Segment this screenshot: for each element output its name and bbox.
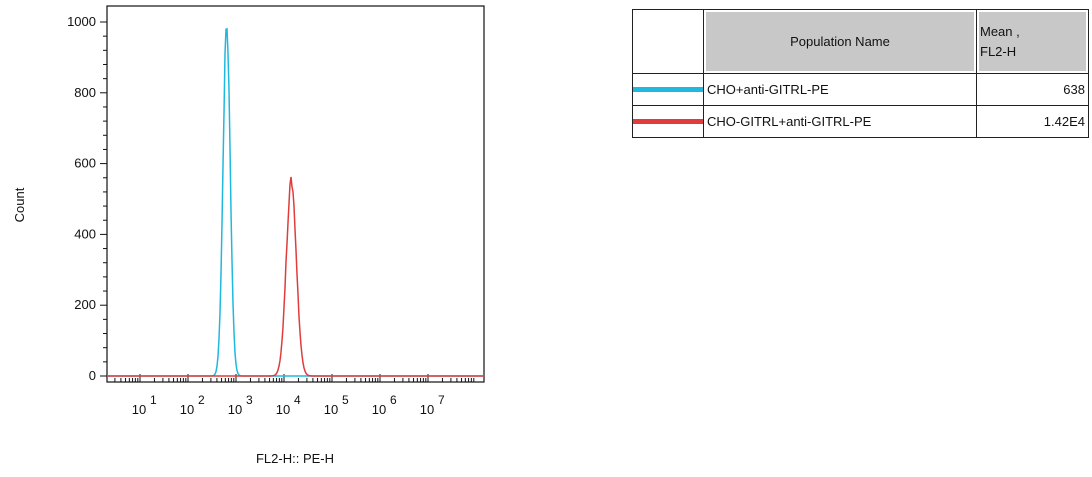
plot-frame xyxy=(106,5,485,383)
population-legend-table: Population Name Mean , FL2-H CHO+anti-GIT… xyxy=(632,9,1089,138)
x-axis: 10 1 10 2 10 3 10 4 10 5 10 6 10 7 xyxy=(114,374,475,417)
x-tick-label: 10 xyxy=(276,402,290,417)
legend-population-name: CHO+anti-GITRL-PE xyxy=(703,73,977,106)
y-tick-label: 0 xyxy=(89,368,96,383)
x-tick-label-exponent: 5 xyxy=(342,393,349,407)
x-tick-label-exponent: 3 xyxy=(246,393,253,407)
x-tick-label: 10 xyxy=(228,402,242,417)
y-axis-label: Count xyxy=(12,187,27,222)
series-line-cyan xyxy=(108,27,483,377)
x-tick-label-exponent: 6 xyxy=(390,393,397,407)
y-tick-label: 800 xyxy=(74,85,96,100)
x-tick-label: 10 xyxy=(324,402,338,417)
x-axis-label: FL2-H:: PE-H xyxy=(256,451,334,466)
legend-swatch-cell xyxy=(632,105,704,138)
x-tick-label: 10 xyxy=(372,402,386,417)
series-group xyxy=(108,27,483,377)
series-line-red xyxy=(108,176,483,377)
y-tick-label: 600 xyxy=(74,156,96,171)
header-mean-line1: Mean , xyxy=(980,23,1020,39)
y-tick-label: 1000 xyxy=(67,14,96,29)
header-swatch-cell xyxy=(632,9,704,74)
x-tick-label-exponent: 2 xyxy=(198,393,205,407)
header-mean-line2: FL2-H xyxy=(980,43,1017,59)
legend-population-name: CHO-GITRL+anti-GITRL-PE xyxy=(703,105,977,138)
header-population-name: Population Name xyxy=(703,9,977,74)
legend-swatch-cyan xyxy=(633,87,703,92)
legend-row: CHO-GITRL+anti-GITRL-PE 1.42E4 xyxy=(632,105,1089,138)
legend-swatch-red xyxy=(633,119,703,124)
legend-swatch-cell xyxy=(632,73,704,106)
legend-header-row: Population Name Mean , FL2-H xyxy=(632,9,1089,74)
legend-row: CHO+anti-GITRL-PE 638 xyxy=(632,73,1089,106)
y-tick-label: 400 xyxy=(74,226,96,241)
x-tick-label-exponent: 4 xyxy=(294,393,301,407)
header-mean: Mean , FL2-H xyxy=(976,9,1089,74)
x-tick-label-exponent: 1 xyxy=(150,393,157,407)
x-tick-label: 10 xyxy=(180,402,194,417)
y-axis: 0 200 400 600 800 1000 xyxy=(67,14,107,383)
legend-mean-value: 638 xyxy=(976,73,1089,106)
legend-mean-value: 1.42E4 xyxy=(976,105,1089,138)
x-tick-label: 10 xyxy=(132,402,146,417)
x-tick-label-exponent: 7 xyxy=(438,393,445,407)
x-tick-label: 10 xyxy=(420,402,434,417)
y-tick-label: 200 xyxy=(74,297,96,312)
